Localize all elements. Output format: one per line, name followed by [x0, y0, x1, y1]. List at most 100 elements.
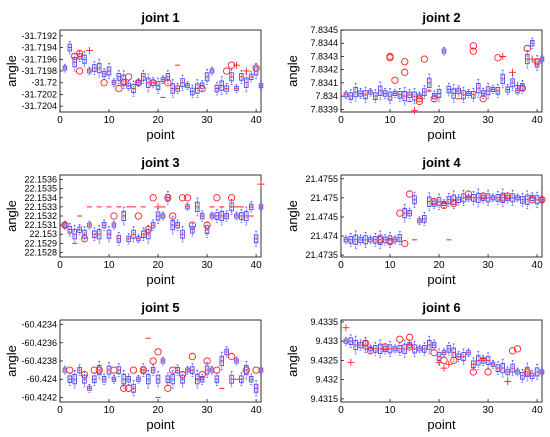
box-point-30	[204, 362, 210, 379]
outlier-circle	[169, 366, 177, 374]
outlier-circle	[80, 371, 89, 379]
y-tick-label: -31.7192	[21, 31, 57, 41]
box-point-7	[92, 227, 97, 241]
box-point-37	[239, 372, 244, 386]
outlier-circle	[469, 368, 478, 376]
box-point-30	[204, 221, 210, 238]
outlier-circle	[120, 384, 128, 392]
box-point-3	[72, 224, 77, 244]
box-point-21	[441, 199, 447, 208]
box-point-27	[190, 222, 195, 237]
y-tick-label: 7.8343	[310, 51, 338, 61]
x-tick-label: 40	[251, 260, 263, 271]
outlier-circle	[144, 226, 152, 234]
outlier-circle	[75, 67, 84, 75]
box-point-6	[87, 220, 92, 230]
box-point-40	[534, 55, 540, 72]
box-point-41	[258, 81, 264, 90]
x-tick-label: 40	[532, 405, 544, 416]
box-point-2	[348, 89, 354, 103]
outlier-circle	[198, 371, 206, 379]
box-point-35	[229, 198, 234, 215]
box-point-14	[126, 373, 131, 385]
outlier-circle	[134, 79, 143, 87]
box-point-7	[92, 61, 97, 75]
box-point-17	[141, 70, 146, 84]
box-point-22	[165, 70, 171, 84]
box-point-37	[239, 70, 244, 84]
outlier-circle	[533, 58, 541, 66]
box-point-4	[358, 234, 363, 246]
outlier-plus	[445, 360, 453, 368]
box-point-12	[116, 232, 122, 246]
box-point-38	[525, 49, 530, 69]
box-point-24	[456, 194, 461, 206]
box-point-31	[490, 360, 496, 369]
y-tick-label: 22.1535	[24, 184, 57, 194]
box-point-15	[131, 226, 136, 243]
box-point-23	[451, 84, 457, 103]
outlier-circle	[401, 58, 409, 66]
box-point-40	[534, 363, 540, 380]
box-point-29	[480, 192, 486, 204]
outlier-plus	[85, 47, 93, 54]
box-point-39	[248, 201, 254, 213]
box-point-28	[476, 188, 481, 208]
outlier-circle	[80, 235, 89, 243]
y-tick-label: 7.8342	[310, 65, 338, 75]
outlier-circle	[420, 55, 428, 63]
x-tick-label: 0	[57, 405, 63, 416]
outlier-plus	[509, 68, 517, 76]
outlier-plus	[342, 324, 350, 332]
box-point-24	[456, 85, 461, 97]
box-point-10	[106, 63, 112, 79]
outlier-circle	[242, 366, 250, 374]
y-tick-label: 21.474	[310, 231, 338, 241]
outlier-plus	[242, 67, 250, 75]
outlier-circle	[386, 54, 394, 62]
box-point-6	[368, 87, 373, 97]
y-tick-label: -31.7198	[21, 66, 57, 76]
x-tick-label: 10	[103, 405, 115, 416]
box-point-13	[402, 339, 407, 359]
box-point-36	[515, 367, 520, 377]
outlier-circle	[90, 366, 98, 374]
outlier-circle	[484, 368, 492, 376]
y-tick-label: 7.8345	[310, 25, 338, 35]
panel-joint-2: joint 2 angle point 0 10 20 30 40 7.8345 7.8344 7.…	[285, 10, 545, 142]
y-tick-label: 21.4735	[305, 250, 338, 260]
box-point-39	[529, 37, 535, 49]
box-point-26	[185, 202, 190, 212]
outlier-circle	[405, 343, 414, 351]
box-point-18	[426, 73, 432, 93]
x-tick-label: 40	[251, 115, 263, 126]
y-tick-label: -60.4234	[21, 320, 57, 330]
outlier-plus	[513, 82, 521, 90]
box-point-41	[539, 54, 545, 64]
box-point-5	[363, 86, 368, 103]
box-point-11	[392, 235, 398, 245]
box-point-21	[160, 211, 166, 221]
outlier-circle	[66, 366, 74, 374]
box-point-10	[106, 226, 112, 243]
box-point-6	[87, 384, 92, 393]
outlier-circle	[178, 194, 187, 202]
box-point-39	[248, 373, 254, 385]
chart-title: joint 4	[421, 155, 461, 170]
box-point-19	[150, 364, 156, 376]
box-point-8	[96, 224, 102, 244]
chart-title: joint 6	[421, 300, 460, 315]
box-point-4	[358, 339, 363, 351]
outlier-circle	[149, 194, 157, 202]
outlier-circle	[154, 348, 162, 356]
box-point-35	[510, 360, 515, 377]
box-point-8	[377, 81, 383, 101]
box-point-14	[407, 339, 412, 351]
plot-frame	[340, 29, 543, 113]
box-point-33	[500, 69, 506, 89]
box-point-20	[155, 208, 161, 224]
box-point-3	[353, 82, 358, 102]
panel-joint-3: joint 3 angle point 0 10 20 30 40 22.153622.1535…	[4, 155, 265, 287]
box-point-14	[407, 89, 412, 101]
box-point-32	[214, 209, 220, 223]
